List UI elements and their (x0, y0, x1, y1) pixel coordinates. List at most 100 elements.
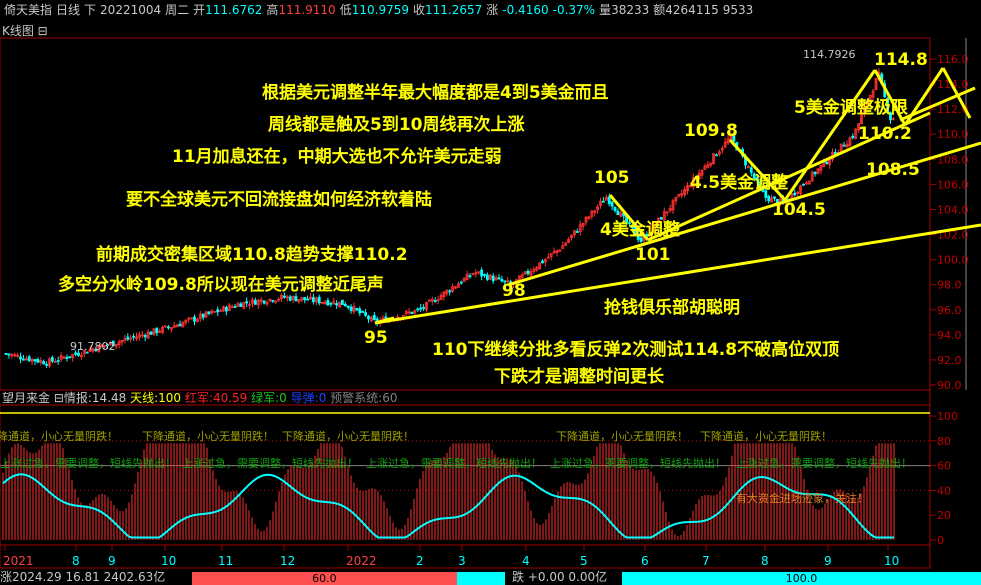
price-tick-label: 104.0 (937, 203, 969, 216)
signal-down-4: 下降通道，小心无量阴跌！ (556, 430, 688, 443)
candle (483, 273, 486, 276)
candle (161, 326, 165, 333)
up-stats: 涨2024.29 16.81 2402.63亿 (0, 570, 166, 584)
candle (456, 283, 460, 288)
candle (465, 273, 469, 281)
candle (599, 200, 602, 206)
date: 20221004 (100, 3, 162, 17)
candle (854, 128, 858, 139)
candle (749, 167, 753, 173)
candle (459, 281, 463, 284)
date-tick-label: 8 (761, 554, 769, 568)
candle (842, 144, 846, 147)
candle (323, 301, 327, 305)
candle (117, 341, 121, 346)
down-stats: 跌 +0.00 0.00亿 (512, 570, 608, 584)
volume-value: 38233 (611, 3, 650, 17)
indicator-tick-label: 60 (937, 460, 951, 473)
signal-up-3: 上涨过急，需要调整，短线先抛出！ (366, 457, 542, 470)
candle (338, 301, 341, 308)
candle (132, 335, 136, 338)
candle (712, 153, 715, 165)
lvjun-label: 绿军: (251, 391, 280, 405)
candle (187, 317, 191, 320)
price-tick-label: 90.0 (937, 379, 962, 392)
candle (764, 190, 768, 198)
trend-line-101 (647, 111, 931, 242)
candle (561, 245, 565, 249)
candle (303, 297, 307, 301)
date-tick-label: 3 (458, 554, 466, 568)
open-value: 111.6762 (205, 3, 263, 17)
candle (865, 102, 869, 106)
signal-down-1: 下降通道，小心无量阴跌！ (0, 430, 118, 443)
candle (613, 206, 617, 211)
date-tick-label: 5 (580, 554, 588, 568)
candle (346, 305, 350, 308)
candle (149, 331, 153, 335)
candle (51, 357, 54, 362)
candle (361, 311, 365, 313)
indicator-header: 望月来金 ⊟情报:14.48 天线:100 红军:40.59 绿军:0 导弹:0… (0, 390, 397, 406)
candle (448, 290, 452, 293)
label-105: 105 (594, 168, 630, 188)
label-109-8: 109.8 (684, 121, 738, 141)
candle (300, 297, 304, 301)
price-tick-label: 92.0 (937, 354, 962, 367)
candle (152, 328, 156, 335)
candle (480, 269, 484, 277)
candle (164, 325, 167, 328)
yujing-label: 预警系统: (330, 391, 383, 405)
price-tick-label: 108.0 (937, 153, 969, 166)
date-tick-label: 10 (161, 554, 176, 568)
kline-panel-label[interactable]: K线图 ⊟ (2, 24, 48, 38)
signal-up-1: 上涨过急，需要调整，短线先抛出！ (0, 457, 176, 470)
candles (4, 68, 895, 368)
candle (77, 352, 80, 356)
wave-up3 (899, 86, 976, 122)
candle (886, 98, 889, 113)
kline-chart[interactable]: 116.0114.0112.0110.0108.0106.0104.0102.0… (0, 0, 981, 570)
candle (103, 345, 106, 347)
annotation-line5: 前期成交密集区域110.8趋势支撑110.2 (96, 245, 408, 265)
date-tick-label: 10 (884, 554, 899, 568)
candle (294, 296, 298, 302)
candle (451, 286, 455, 292)
period[interactable]: 日线 (56, 3, 81, 17)
price-tick-label: 116.0 (937, 53, 969, 66)
candle (253, 299, 257, 305)
candle (146, 331, 150, 339)
candle (367, 315, 370, 320)
annotation-line7: 抢钱俱乐部胡聪明 (604, 298, 740, 318)
candle (213, 310, 217, 313)
candle (227, 304, 231, 311)
label-98: 98 (502, 281, 526, 301)
candle (607, 196, 611, 205)
date-tick-label: 7 (702, 554, 710, 568)
candle (454, 286, 457, 289)
candle (819, 164, 823, 171)
candle (30, 358, 34, 362)
candle (39, 360, 43, 363)
indicator-name[interactable]: 望月来金 ⊟ (2, 391, 64, 405)
candle (62, 356, 66, 359)
candle (256, 299, 260, 306)
candle (549, 253, 553, 257)
candle (291, 296, 295, 301)
candle (709, 162, 713, 166)
candle (201, 313, 205, 318)
candle (593, 210, 597, 214)
price-tick-label: 110.0 (937, 128, 969, 141)
price-tick-label: 98.0 (937, 279, 962, 292)
candle (471, 273, 475, 276)
candle (500, 279, 504, 282)
candle (575, 231, 579, 233)
candle (674, 196, 678, 202)
annotation-line6: 多空分水岭109.8所以现在美元调整近尾声 (58, 275, 384, 295)
candle (468, 275, 472, 278)
candle (442, 291, 446, 298)
open-label: 开 (193, 3, 206, 17)
candle (7, 353, 11, 356)
candle (813, 171, 817, 175)
candle (793, 192, 797, 196)
